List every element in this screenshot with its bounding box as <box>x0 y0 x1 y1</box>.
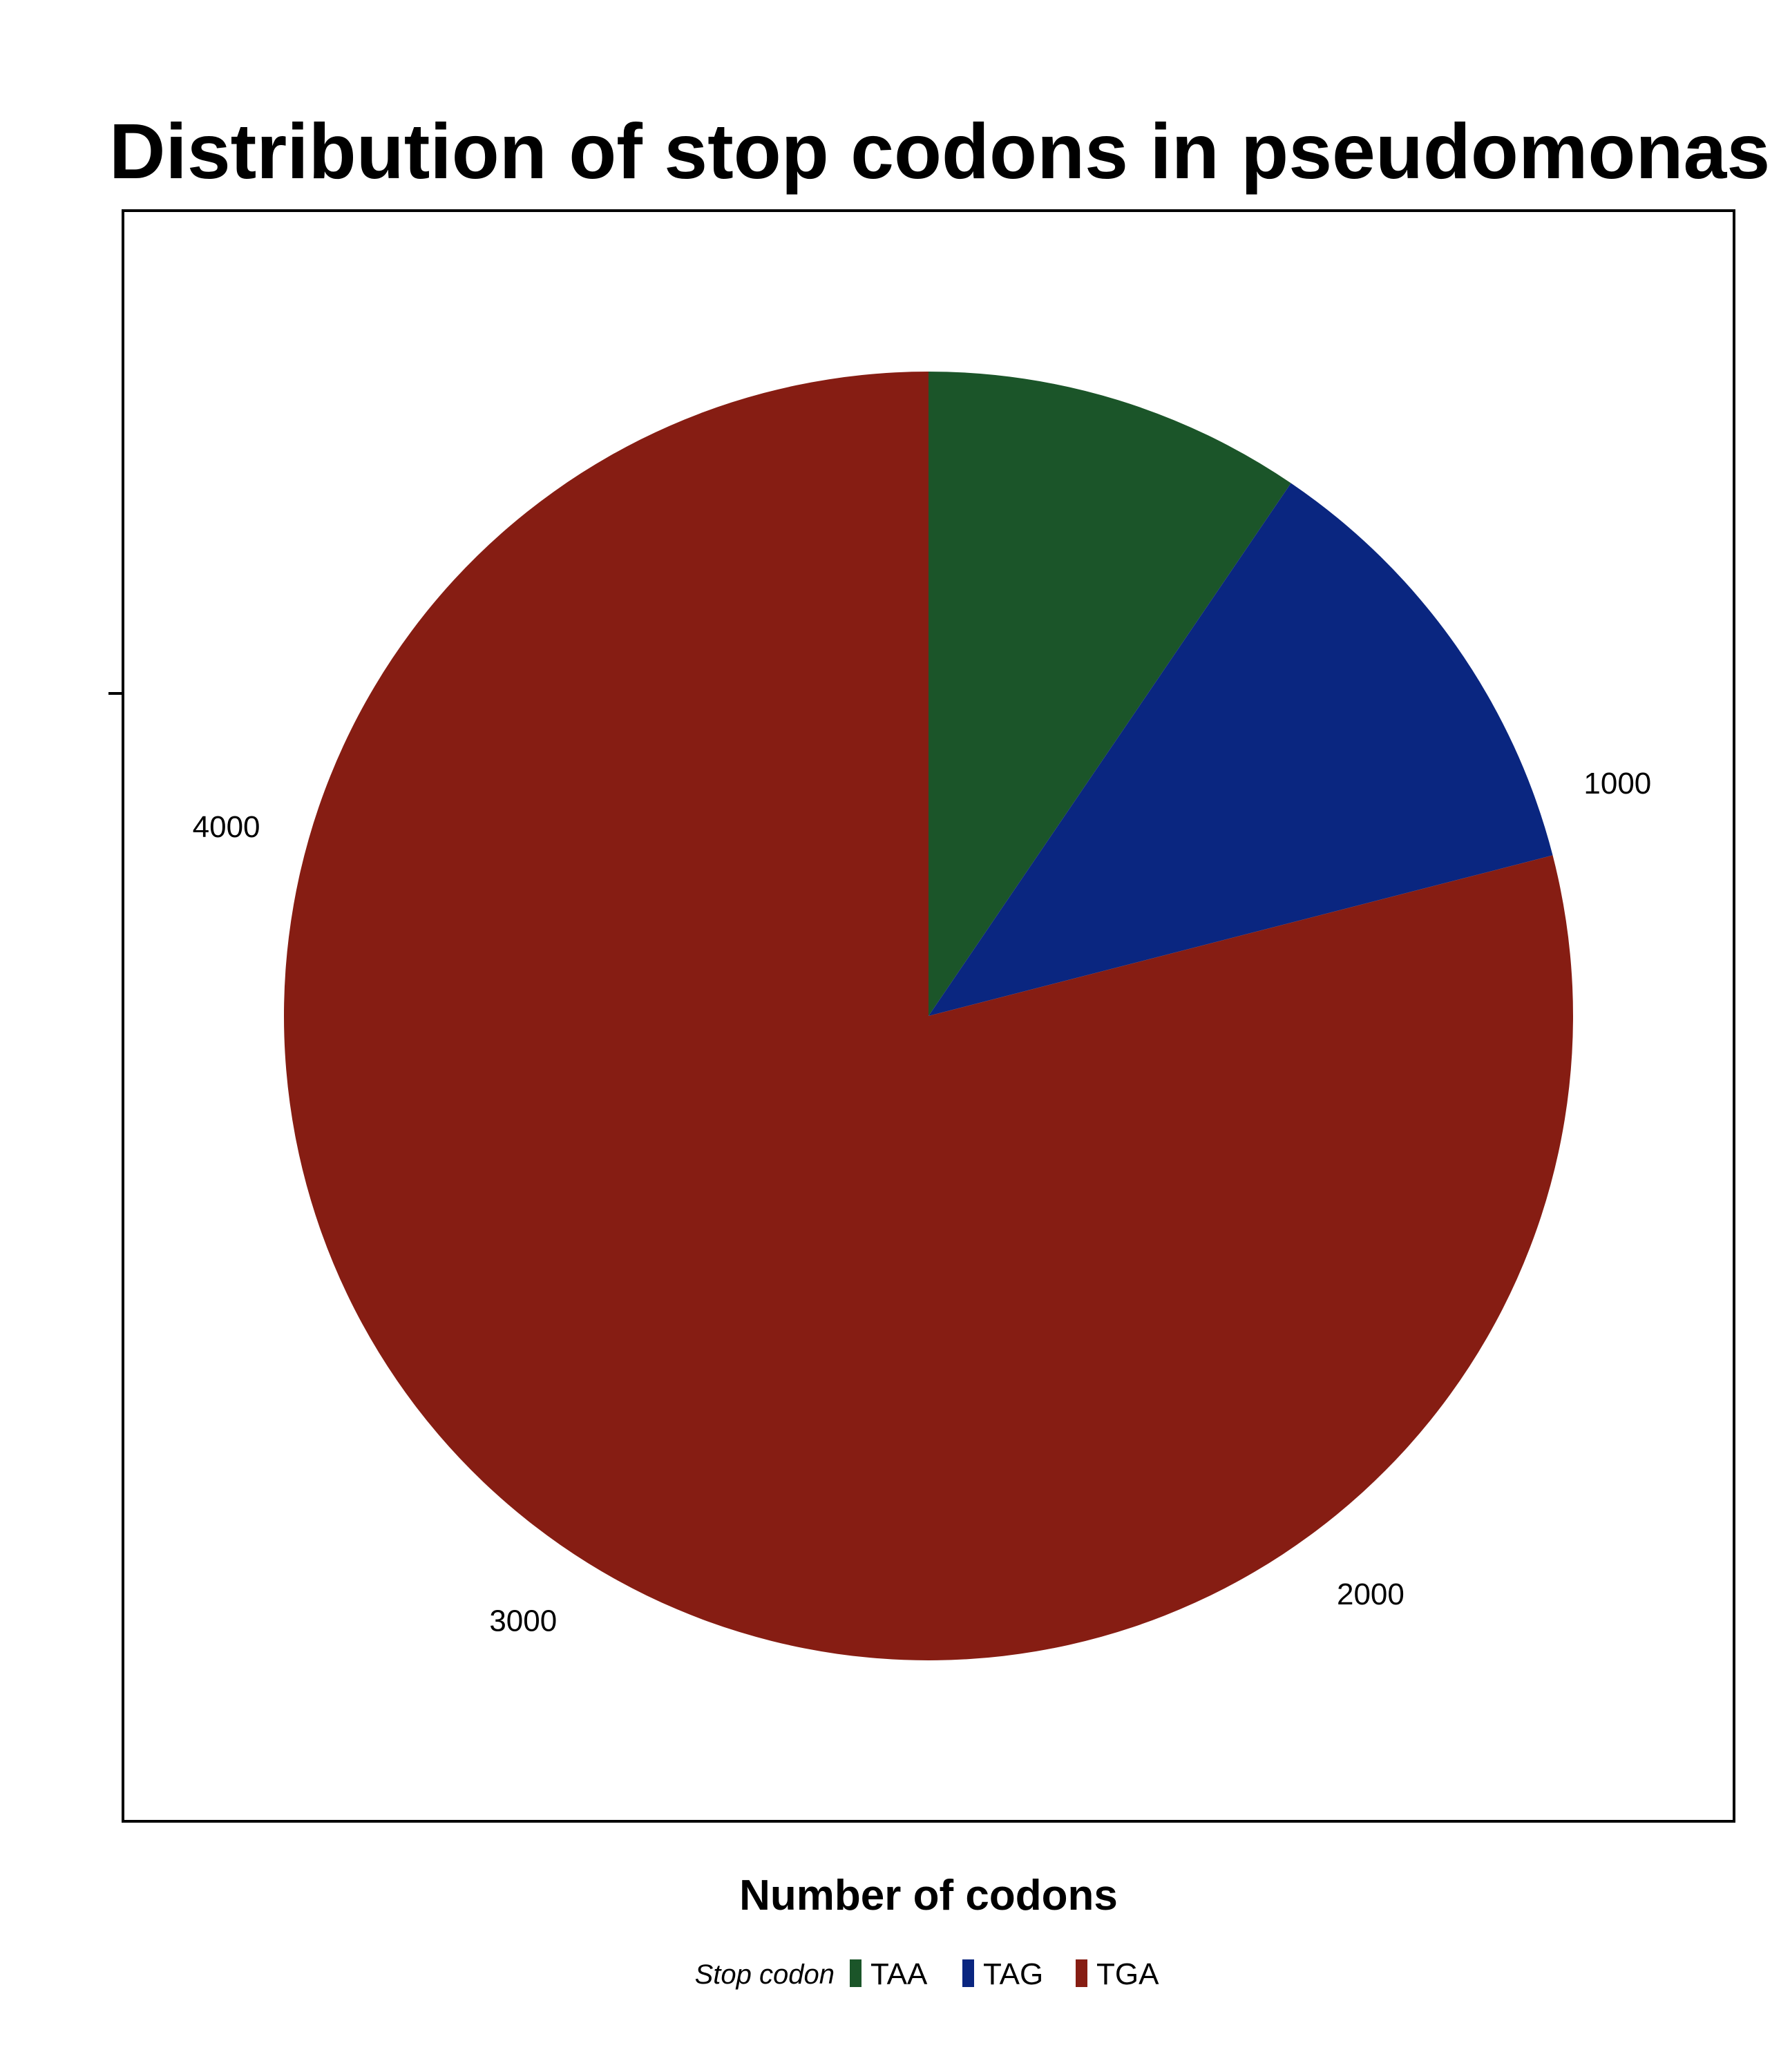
legend-key-tga <box>1076 1959 1087 1987</box>
pie-slices <box>283 371 1573 1660</box>
legend-label-tga: TGA <box>1096 1957 1159 1991</box>
legend-label-taa: TAA <box>870 1957 928 1991</box>
radial-tick-labels: 1000 2000 3000 4000 <box>193 767 1652 1638</box>
pie-slice-taa <box>929 372 1291 1016</box>
pie-slice-tga <box>283 371 1573 1660</box>
legend-title: Stop codon <box>695 1959 835 1990</box>
pie-slice-tag <box>929 483 1553 1016</box>
legend: Stop codon TAA TAG TGA <box>695 1957 1159 1991</box>
tick-label-3000: 3000 <box>489 1604 557 1638</box>
legend-label-tag: TAG <box>983 1957 1043 1991</box>
legend-key-taa <box>850 1959 861 1987</box>
chart-title: Distribution of stop codons in pseudomon… <box>109 108 1770 195</box>
tick-label-2000: 2000 <box>1337 1577 1405 1611</box>
tick-label-4000: 4000 <box>193 810 260 844</box>
legend-key-tag <box>962 1959 974 1987</box>
plot-panel <box>122 209 1735 1823</box>
tick-label-1000: 1000 <box>1583 767 1651 800</box>
x-axis-title: Number of codons <box>739 1872 1118 1919</box>
